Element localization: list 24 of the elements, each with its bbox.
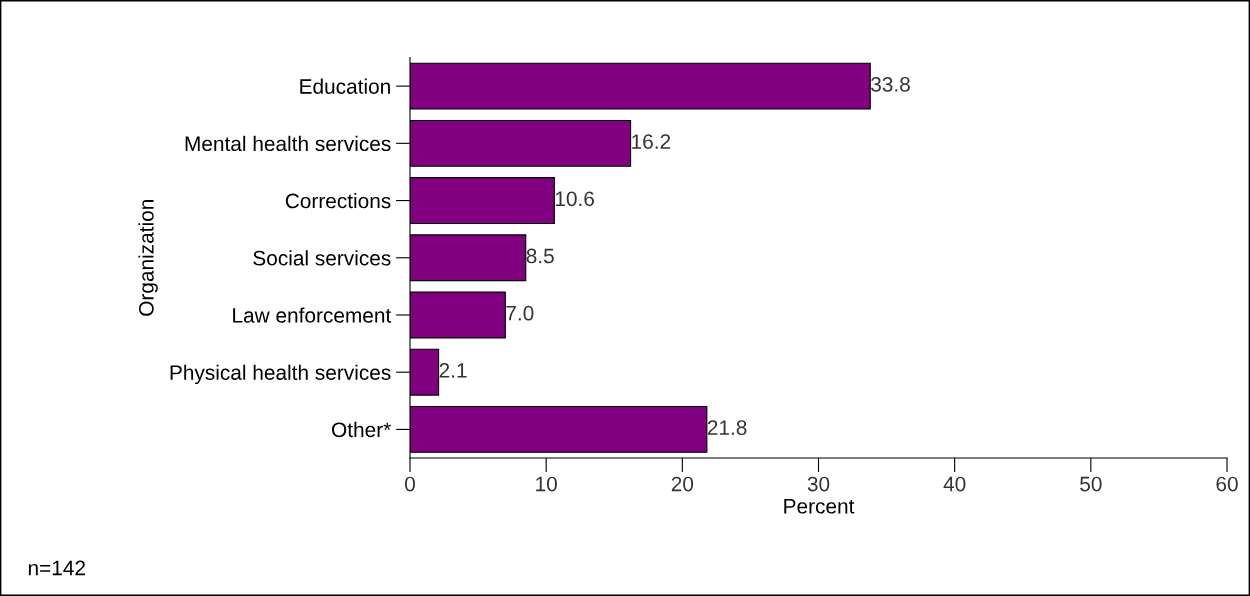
y-tick-label: Other*	[332, 421, 391, 438]
x-tick-label: 30	[807, 476, 830, 492]
data-label: 16.2	[632, 134, 671, 149]
data-label: 8.5	[526, 248, 554, 264]
y-tick-label: Corrections	[285, 193, 391, 209]
y-tick-label: Mental health services	[185, 135, 391, 152]
text: n=142	[28, 560, 85, 576]
x-tick-label: 10	[536, 476, 557, 492]
y-tick-label: Social services	[253, 250, 391, 266]
data-label: 2.1	[439, 363, 467, 378]
x-tick-label: 60	[1216, 476, 1238, 492]
x-tick-label: 0	[405, 476, 415, 492]
x-tick-label: 40	[943, 476, 966, 492]
x-axis-title: Percent	[784, 499, 855, 514]
data-label: 10.6	[555, 191, 594, 207]
data-label: 7.0	[506, 305, 534, 321]
y-tick-label: Law enforcement	[233, 307, 392, 323]
x-tick-label: 20	[671, 476, 694, 492]
data-label: 21.8	[707, 420, 747, 436]
data-label: 33.8	[871, 76, 910, 92]
y-axis-title: Organization	[138, 200, 158, 316]
y-tick-label: Education	[300, 78, 390, 94]
y-tick-label: Physical health services	[170, 364, 391, 385]
x-tick-label: 50	[1080, 476, 1102, 492]
